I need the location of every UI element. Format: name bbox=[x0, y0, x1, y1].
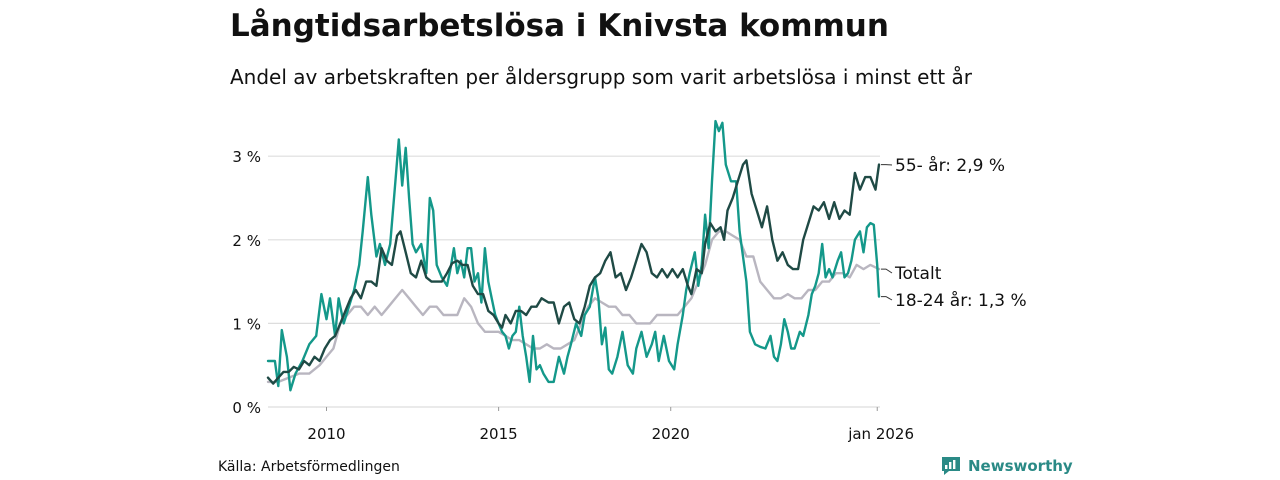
x-tick-labels: 2010 2015 2020 jan 2026 bbox=[307, 407, 914, 443]
series-end-label: Totalt bbox=[894, 264, 942, 284]
series-end-label: 55- år: 2,9 % bbox=[895, 155, 1005, 176]
series-end-labels: 18-24 år: 1,3 % 55- år: 2,9 % Totalt bbox=[880, 155, 1027, 311]
y-tick-label: 2 % bbox=[232, 232, 261, 250]
x-tick-label: 2020 bbox=[652, 425, 690, 443]
series-layer bbox=[266, 119, 881, 392]
series-line-total bbox=[266, 230, 881, 384]
y-tick-label: 3 % bbox=[232, 148, 261, 166]
series-line-old bbox=[266, 159, 881, 385]
series-end-label: 18-24 år: 1,3 % bbox=[895, 290, 1027, 311]
chart-subtitle: Andel av arbetskraften per åldersgrupp s… bbox=[230, 65, 972, 89]
x-tick-label: 2015 bbox=[480, 425, 518, 443]
grid-layer bbox=[268, 155, 880, 408]
y-tick-label: 1 % bbox=[232, 315, 261, 333]
series-line-youth bbox=[266, 119, 881, 392]
x-tick-label: 2010 bbox=[307, 425, 345, 443]
end-label-connector bbox=[880, 268, 893, 274]
x-tick-label: jan 2026 bbox=[847, 425, 914, 443]
y-tick-labels: 0 % 1 % 2 % 3 % bbox=[232, 148, 261, 417]
chart-title: Långtidsarbetslösa i Knivsta kommun bbox=[230, 8, 889, 44]
brand-name: Newsworthy bbox=[968, 457, 1073, 475]
brand-logo[interactable]: Newsworthy bbox=[940, 455, 1073, 477]
newsworthy-logo-icon bbox=[942, 457, 960, 475]
y-tick-label: 0 % bbox=[232, 399, 261, 417]
source-note: Källa: Arbetsförmedlingen bbox=[218, 459, 400, 475]
end-label-connector bbox=[880, 296, 893, 301]
